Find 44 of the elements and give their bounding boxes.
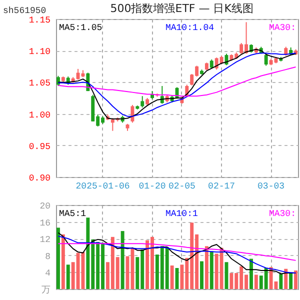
candlestick <box>140 96 144 108</box>
bar <box>204 246 208 289</box>
bar <box>66 264 70 289</box>
bar <box>120 231 124 289</box>
chart-title: 500指数增强ETF — 日K线图 <box>110 2 254 15</box>
bar <box>294 270 298 289</box>
line-series <box>58 66 296 97</box>
bar <box>200 261 204 289</box>
bar <box>56 228 60 289</box>
text: sh561950 <box>3 6 46 16</box>
x-tick-label: 03-03 <box>258 182 285 192</box>
x-tick-label: 02-17 <box>208 182 236 192</box>
line-series <box>58 243 296 261</box>
y-tick-label: 20 <box>40 202 50 212</box>
bar <box>279 274 283 289</box>
bar <box>170 265 174 289</box>
y-tick-label: 4 <box>45 268 50 279</box>
y-tick-label: 1.05 <box>28 78 50 89</box>
y-tick-label: 12 <box>40 235 50 246</box>
y-tick-label: 1.10 <box>28 47 50 58</box>
text: MA10:1.04 <box>165 23 214 33</box>
y-tick-label: 1.00 <box>28 110 50 120</box>
series-label: MA5:1 <box>59 209 86 219</box>
y-tick-label: 8 <box>45 252 50 262</box>
x-tick-label: 02-05 <box>168 182 196 192</box>
y-tick-label: 万 <box>42 286 50 296</box>
bar <box>61 234 65 289</box>
bar <box>289 273 293 289</box>
x-tick-label: 2025-01-06 <box>76 182 130 192</box>
y-tick-label: 1.15 <box>28 16 50 26</box>
candlestick <box>130 104 134 124</box>
bar <box>210 251 214 289</box>
text: MA5:1.05 <box>59 23 102 33</box>
text: MA30: <box>268 23 296 33</box>
y-tick-label: 0.90 <box>28 174 50 184</box>
bar <box>284 268 288 289</box>
bar <box>250 258 253 289</box>
bar <box>254 274 258 289</box>
y-tick-label: 16 <box>40 218 50 228</box>
y-tick-label: 0.95 <box>28 142 50 152</box>
candlestick <box>264 53 268 66</box>
text: MA10:1 <box>165 209 198 219</box>
x-tick-label: 01-20 <box>138 182 166 192</box>
text: MA30: <box>268 209 296 219</box>
